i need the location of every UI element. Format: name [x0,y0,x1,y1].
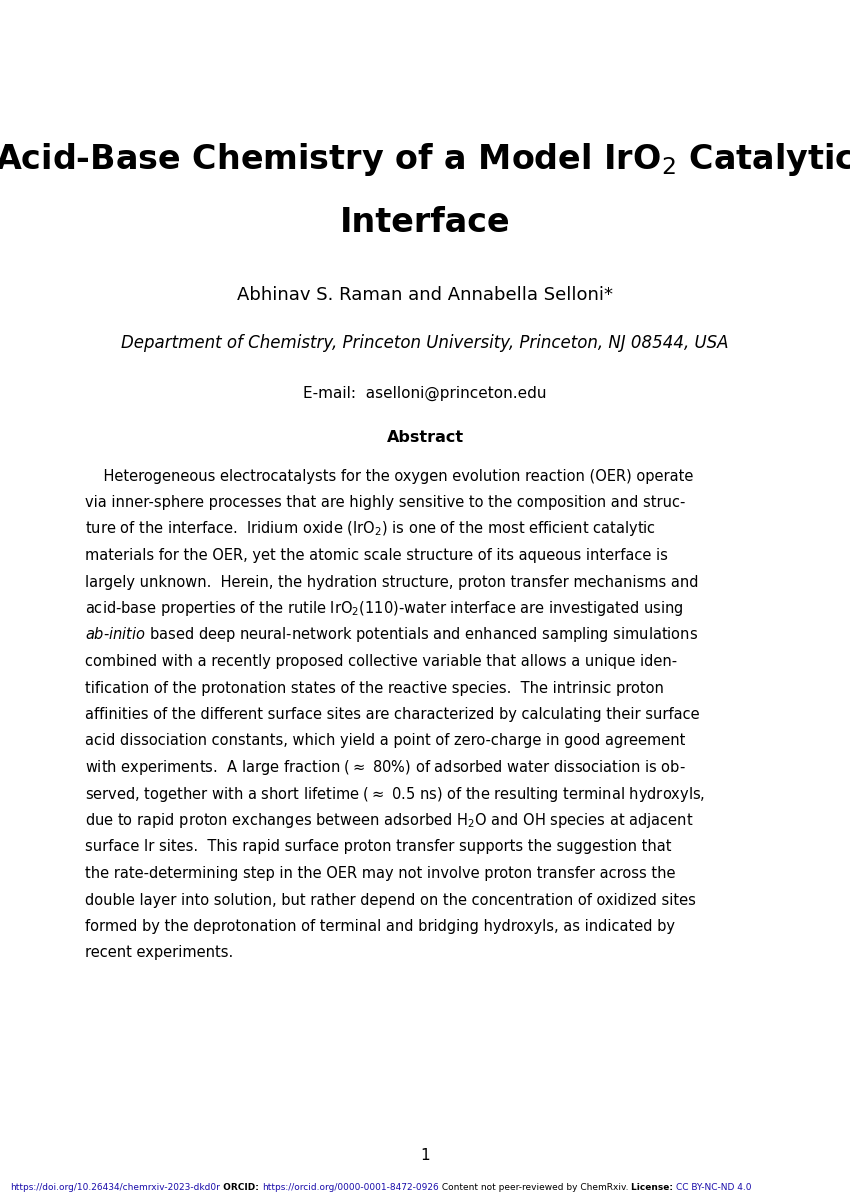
Text: 1: 1 [420,1148,430,1162]
Text: acid dissociation constants, which yield a point of zero-charge in good agreemen: acid dissociation constants, which yield… [85,733,685,749]
Text: tification of the protonation states of the reactive species.  The intrinsic pro: tification of the protonation states of … [85,680,664,696]
Text: Content not peer-reviewed by ChemRxiv.: Content not peer-reviewed by ChemRxiv. [439,1184,631,1192]
Text: Abhinav S. Raman and Annabella Selloni*: Abhinav S. Raman and Annabella Selloni* [237,286,613,304]
Text: https://doi.org/10.26434/chemrxiv-2023-dkd0r: https://doi.org/10.26434/chemrxiv-2023-d… [10,1184,220,1192]
Text: affinities of the different surface sites are characterized by calculating their: affinities of the different surface site… [85,707,700,722]
Text: https://orcid.org/0000-0001-8472-0926: https://orcid.org/0000-0001-8472-0926 [262,1184,439,1192]
Text: served, together with a short lifetime ($\approx$ 0.5 ns) of the resulting termi: served, together with a short lifetime (… [85,785,706,803]
Text: with experiments.  A large fraction ($\approx$ 80%) of adsorbed water dissociati: with experiments. A large fraction ($\ap… [85,758,686,776]
Text: via inner-sphere processes that are highly sensitive to the composition and stru: via inner-sphere processes that are high… [85,495,685,510]
Text: due to rapid proton exchanges between adsorbed H$_2$O and OH species at adjacent: due to rapid proton exchanges between ad… [85,811,694,831]
Text: double layer into solution, but rather depend on the concentration of oxidized s: double layer into solution, but rather d… [85,893,696,908]
Text: Department of Chemistry, Princeton University, Princeton, NJ 08544, USA: Department of Chemistry, Princeton Unive… [122,334,728,352]
Text: formed by the deprotonation of terminal and bridging hydroxyls, as indicated by: formed by the deprotonation of terminal … [85,920,675,934]
Text: ture of the interface.  Iridium oxide (IrO$_2$) is one of the most efficient cat: ture of the interface. Iridium oxide (Ir… [85,519,656,538]
Text: Interface: Interface [340,206,510,238]
Text: License:: License: [631,1184,676,1192]
Text: combined with a recently proposed collective variable that allows a unique iden-: combined with a recently proposed collec… [85,654,677,670]
Text: Acid-Base Chemistry of a Model IrO$_2$ Catalytic: Acid-Base Chemistry of a Model IrO$_2$ C… [0,142,850,179]
Text: materials for the OER, yet the atomic scale structure of its aqueous interface i: materials for the OER, yet the atomic sc… [85,548,668,563]
Text: CC BY-NC-ND 4.0: CC BY-NC-ND 4.0 [676,1184,751,1192]
Text: E-mail:  aselloni@princeton.edu: E-mail: aselloni@princeton.edu [303,386,547,400]
Text: $\mathit{ab}$-$\mathit{initio}$ based deep neural-network potentials and enhance: $\mathit{ab}$-$\mathit{initio}$ based de… [85,625,698,644]
Text: surface Ir sites.  This rapid surface proton transfer supports the suggestion th: surface Ir sites. This rapid surface pro… [85,839,672,855]
Text: the rate-determining step in the OER may not involve proton transfer across the: the rate-determining step in the OER may… [85,865,676,881]
Text: largely unknown.  Herein, the hydration structure, proton transfer mechanisms an: largely unknown. Herein, the hydration s… [85,575,699,589]
Text: Abstract: Abstract [387,429,463,445]
Text: recent experiments.: recent experiments. [85,946,233,960]
Text: acid-base properties of the rutile IrO$_2$(110)-water interface are investigated: acid-base properties of the rutile IrO$_… [85,599,683,618]
Text: ORCID:: ORCID: [220,1184,262,1192]
Text: Heterogeneous electrocatalysts for the oxygen evolution reaction (OER) operate: Heterogeneous electrocatalysts for the o… [85,469,694,483]
